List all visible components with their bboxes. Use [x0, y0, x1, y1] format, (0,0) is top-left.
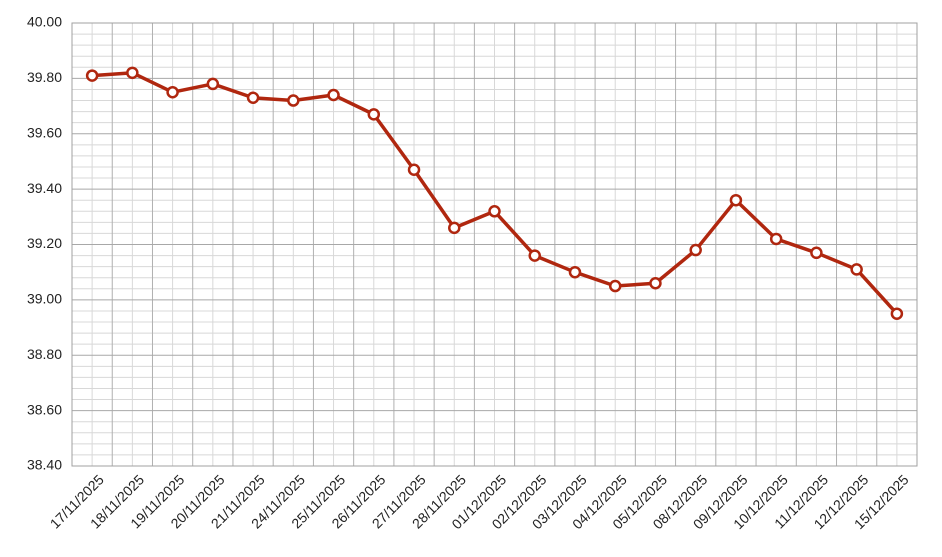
y-tick-label: 38.60	[27, 401, 62, 417]
plot-border	[71, 22, 918, 467]
y-tick-label: 38.40	[27, 457, 62, 473]
y-tick-label: 38.80	[27, 346, 62, 362]
marker	[287, 94, 300, 107]
y-tick-label: 39.60	[27, 124, 62, 140]
marker	[327, 88, 340, 102]
y-tick-label: 39.40	[27, 180, 62, 196]
marker	[448, 221, 461, 235]
marker	[528, 249, 541, 262]
marker	[85, 69, 99, 82]
marker	[850, 263, 863, 276]
marker	[488, 205, 501, 218]
marker	[608, 279, 622, 293]
marker	[166, 85, 179, 99]
marker	[890, 307, 904, 320]
marker	[729, 193, 743, 207]
y-tick-label: 39.00	[27, 291, 62, 307]
marker	[769, 232, 783, 246]
marker	[367, 108, 381, 121]
y-tick-label: 39.20	[27, 235, 62, 251]
marker	[246, 91, 260, 105]
marker	[649, 277, 662, 290]
marker	[126, 66, 139, 80]
marker	[206, 77, 220, 91]
y-tick-label: 40.00	[27, 14, 62, 30]
y-tick-label: 39.80	[27, 69, 62, 85]
marker	[568, 265, 582, 279]
marker	[810, 246, 823, 260]
marker	[689, 243, 702, 257]
marker	[407, 163, 421, 176]
